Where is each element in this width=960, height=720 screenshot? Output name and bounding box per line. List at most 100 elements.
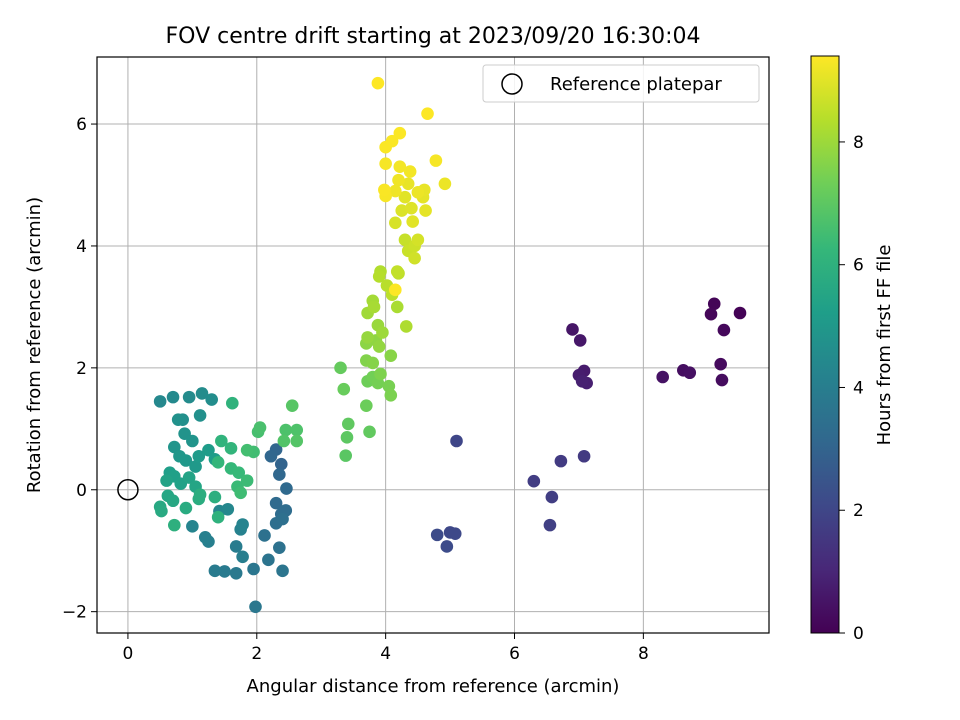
x-axis-label: Angular distance from reference (arcmin) xyxy=(247,676,620,697)
data-point xyxy=(208,490,222,504)
data-point xyxy=(290,434,304,448)
data-point xyxy=(398,190,412,204)
data-point xyxy=(395,204,409,217)
data-point xyxy=(543,518,557,532)
data-point xyxy=(232,466,246,479)
data-point xyxy=(714,357,727,371)
data-point xyxy=(378,183,391,197)
data-point xyxy=(421,107,434,120)
data-point xyxy=(224,442,238,455)
data-point xyxy=(411,186,425,199)
data-point xyxy=(573,334,587,347)
data-point xyxy=(405,201,418,215)
data-point xyxy=(341,417,355,431)
y-tick-label: 6 xyxy=(76,115,87,135)
x-tick-label: 4 xyxy=(380,644,391,664)
data-point xyxy=(221,502,235,516)
y-tick-label: 0 xyxy=(76,481,87,501)
data-point xyxy=(262,553,275,567)
data-point xyxy=(554,454,568,468)
chart-title: FOV centre drift starting at 2023/09/20 … xyxy=(166,24,701,49)
data-point xyxy=(707,297,721,311)
data-point xyxy=(269,496,283,510)
data-point xyxy=(186,434,199,448)
data-point xyxy=(406,215,420,228)
colorbar-gradient xyxy=(810,55,840,634)
data-point xyxy=(211,456,225,469)
data-point xyxy=(195,387,209,400)
y-tick-label: −2 xyxy=(62,603,87,623)
x-tick-label: 6 xyxy=(509,644,520,664)
data-point xyxy=(385,134,399,148)
data-point xyxy=(389,184,402,198)
data-point xyxy=(360,399,373,412)
data-point xyxy=(372,340,386,353)
data-point xyxy=(527,474,541,488)
data-point xyxy=(399,320,413,333)
data-point xyxy=(392,173,405,187)
data-point xyxy=(390,300,404,314)
colorbar-tick-label: 0 xyxy=(853,624,864,644)
y-tick-label: 2 xyxy=(76,359,87,379)
data-point xyxy=(179,454,193,467)
legend-label: Reference platepar xyxy=(550,74,722,95)
data-point xyxy=(389,216,402,230)
data-point xyxy=(280,482,293,495)
colorbar-ticks: 0 2 4 6 8 xyxy=(839,133,864,644)
data-point xyxy=(234,486,247,500)
data-point xyxy=(215,434,228,448)
data-point xyxy=(247,562,260,576)
y-axis: −2 0 2 4 6 xyxy=(62,115,97,623)
data-point xyxy=(384,349,398,362)
data-point xyxy=(166,390,180,404)
legend: Reference platepar xyxy=(482,64,760,103)
data-point xyxy=(371,76,385,90)
colorbar-tick-label: 8 xyxy=(853,133,864,153)
data-point xyxy=(208,564,222,578)
data-point xyxy=(337,382,351,396)
data-point xyxy=(290,423,304,437)
y-axis-label: Rotation from reference (arcmin) xyxy=(24,197,45,493)
data-point xyxy=(193,409,207,422)
data-point xyxy=(171,413,185,426)
colorbar: 0 2 4 6 8 Hours from first FF file xyxy=(810,55,895,644)
colorbar-tick-label: 6 xyxy=(853,256,864,276)
data-points xyxy=(153,76,747,614)
data-point xyxy=(189,460,202,473)
data-point xyxy=(340,431,354,444)
data-point xyxy=(240,474,254,487)
data-point xyxy=(575,374,589,388)
data-point xyxy=(198,531,212,544)
data-point xyxy=(276,564,289,578)
data-point xyxy=(285,399,299,412)
data-point xyxy=(205,393,218,406)
reference-platepar-marker xyxy=(117,479,139,501)
data-point xyxy=(236,550,249,564)
data-point xyxy=(168,518,181,532)
x-tick-label: 2 xyxy=(251,644,262,664)
data-point xyxy=(363,425,376,439)
data-point xyxy=(393,126,407,140)
data-point xyxy=(379,157,392,170)
data-point xyxy=(179,501,193,515)
data-point xyxy=(229,566,243,580)
data-point xyxy=(229,540,243,553)
x-axis: 0 2 4 6 8 xyxy=(123,633,649,664)
data-point xyxy=(274,457,288,471)
colorbar-label: Hours from first FF file xyxy=(874,245,895,446)
data-point xyxy=(389,283,402,297)
data-point xyxy=(398,233,412,247)
data-point xyxy=(440,540,454,553)
data-point xyxy=(361,331,374,344)
x-tick-label: 0 xyxy=(123,644,134,664)
data-point xyxy=(566,323,579,336)
data-point xyxy=(240,443,254,457)
colorbar-tick-label: 2 xyxy=(853,501,864,521)
data-point xyxy=(715,373,729,387)
data-point xyxy=(411,233,425,247)
data-point xyxy=(704,307,718,321)
data-point xyxy=(182,471,196,484)
legend-box xyxy=(482,64,760,103)
data-point xyxy=(430,528,444,542)
grid-lines xyxy=(97,57,769,633)
